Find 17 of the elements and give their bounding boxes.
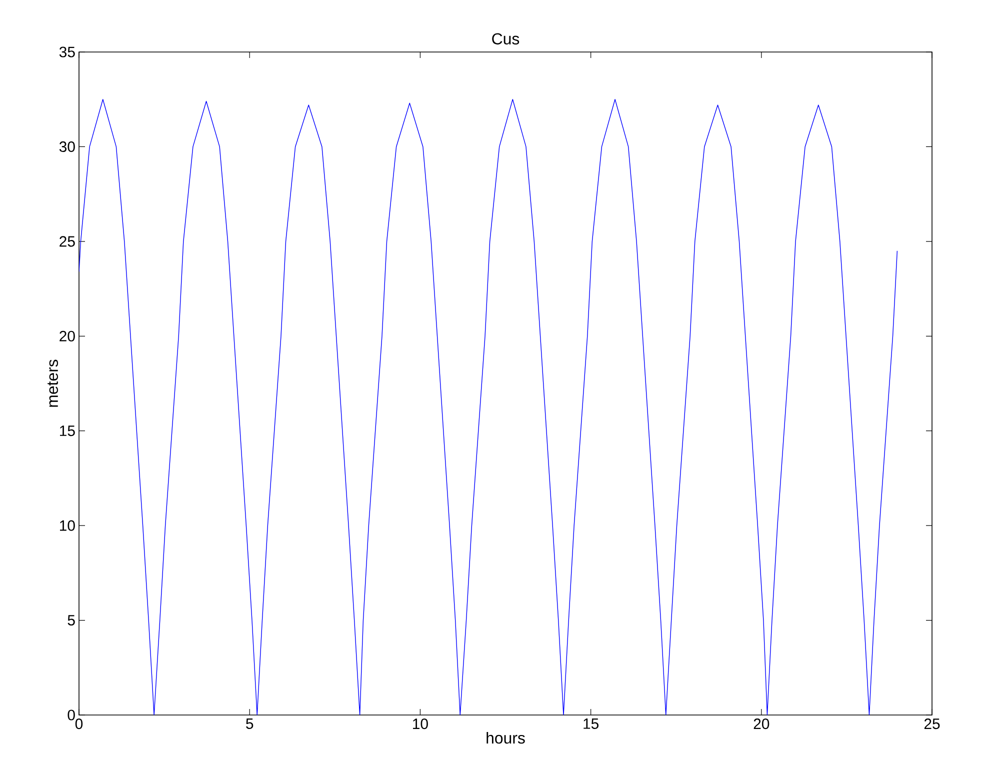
x-tick-label: 0 (75, 718, 83, 730)
y-tick-label: 0 (68, 710, 75, 720)
x-tick-label: 15 (584, 718, 598, 729)
x-axis-title: hours (486, 732, 525, 744)
y-tick-label: 15 (60, 426, 75, 436)
y-tick-label: 25 (60, 236, 75, 247)
x-tick-label: 10 (413, 718, 428, 730)
y-axis-title: meters (48, 360, 58, 407)
y-tick-label: 30 (59, 141, 75, 152)
y-tick-label: 20 (60, 330, 75, 342)
y-tick-label: 10 (60, 520, 75, 531)
x-tick-label: 25 (924, 718, 940, 730)
x-tick-label: 5 (246, 718, 254, 729)
y-tick-label: 35 (59, 46, 75, 58)
chart-title: Cus (492, 33, 520, 44)
x-tick-label: 20 (754, 718, 770, 730)
y-tick-label: 5 (68, 615, 75, 626)
